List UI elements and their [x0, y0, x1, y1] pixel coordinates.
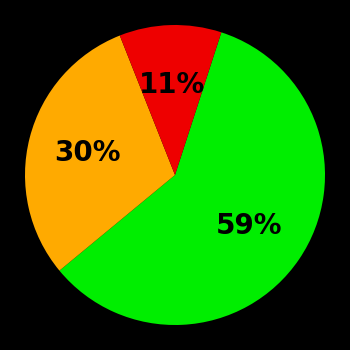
- Text: 59%: 59%: [216, 212, 283, 240]
- Text: 30%: 30%: [55, 139, 121, 167]
- Wedge shape: [25, 36, 175, 271]
- Wedge shape: [120, 25, 221, 175]
- Wedge shape: [60, 32, 325, 325]
- Text: 11%: 11%: [139, 71, 205, 99]
